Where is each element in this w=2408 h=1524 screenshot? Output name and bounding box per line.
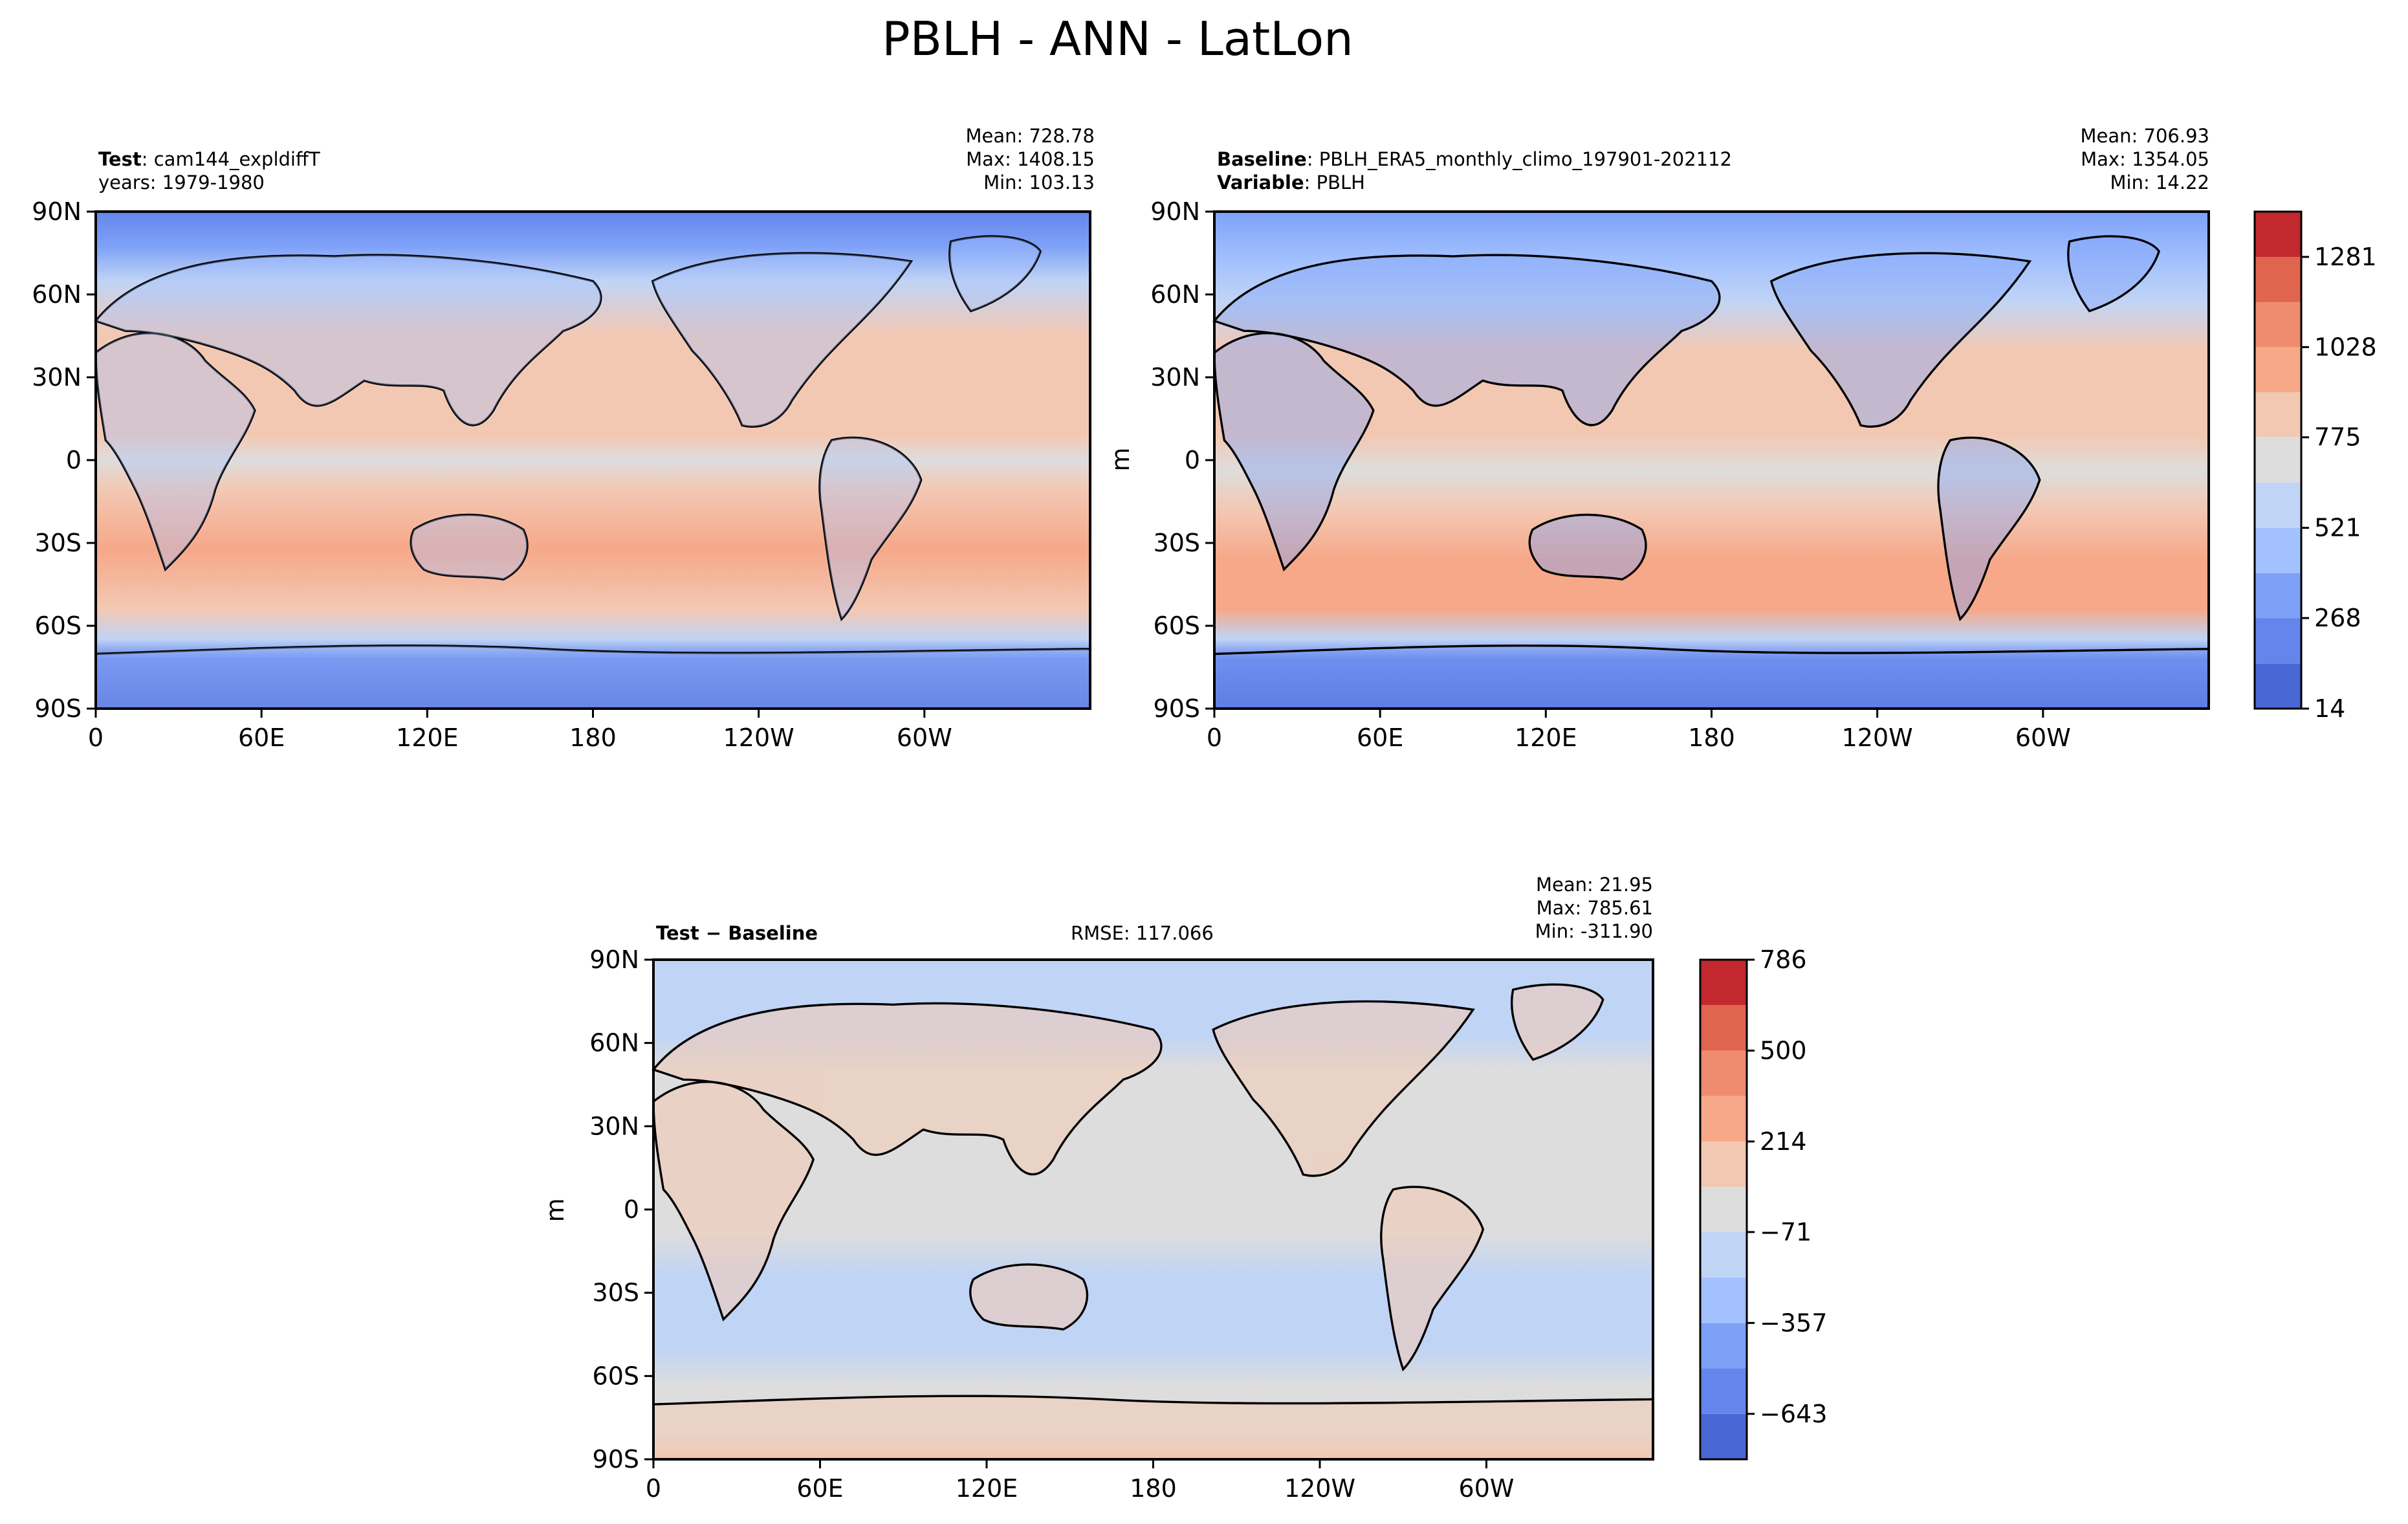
test-y-tick-label: 60S — [35, 612, 82, 640]
diff-x-tick-label: 60W — [1459, 1474, 1515, 1503]
diff-y-tick-label: 0 — [624, 1195, 639, 1224]
diff-map — [653, 960, 1653, 1459]
diff-y-tick-label: 30S — [593, 1279, 639, 1307]
test-x-tick-label: 180 — [569, 723, 617, 752]
baseline-colorbar-tick-label: 14 — [2314, 694, 2345, 723]
diff-colorbar-tick-label: 214 — [1760, 1127, 1807, 1156]
diff-y-tick-label: 60N — [589, 1029, 639, 1057]
baseline-colorbar-tick-label: 1028 — [2314, 333, 2377, 361]
diff-mean: Mean: 21.95 — [1535, 873, 1653, 896]
diff-x-tick-label: 0 — [646, 1474, 661, 1503]
baseline-y-tick-label: 60S — [1154, 612, 1200, 640]
baseline-colorbar-segment — [2255, 257, 2301, 302]
diff-x-tick-label: 120W — [1284, 1474, 1355, 1503]
baseline-y-tick-label: 30S — [1154, 529, 1200, 557]
baseline-max: Max: 1354.05 — [2081, 148, 2209, 171]
baseline-colorbar-segment — [2255, 528, 2301, 573]
baseline-dataset-name: : PBLH_ERA5_monthly_climo_197901-202112 — [1307, 148, 1732, 170]
diff-colorbar-segment — [1700, 1187, 1747, 1232]
baseline-y-tick-label: 60N — [1150, 280, 1200, 309]
diff-colorbar-segment — [1700, 960, 1747, 1005]
test-x-tick-label: 60E — [238, 723, 285, 752]
diff-stats: Mean: 21.95 Max: 785.61 Min: -311.90 — [1535, 873, 1653, 943]
baseline-colorbar-segment — [2255, 212, 2301, 257]
diff-colorbar-segment — [1700, 1096, 1747, 1142]
diff-colorbar-segment — [1700, 1005, 1747, 1050]
test-x-tick-label: 60W — [897, 723, 952, 752]
baseline-y-tick-label: 90N — [1150, 197, 1200, 226]
baseline-colorbar-tick-label: 268 — [2314, 604, 2361, 632]
diff-label: Test − Baseline — [656, 922, 818, 944]
baseline-y-tick-label: 0 — [1185, 446, 1200, 474]
test-x-tick-label: 120W — [723, 723, 794, 752]
variable-label: Variable — [1217, 171, 1304, 193]
baseline-x-tick-label: 60E — [1357, 723, 1403, 752]
baseline-colorbar-tick-label: 1281 — [2314, 243, 2377, 271]
baseline-y-axis-label: m — [1106, 447, 1135, 472]
baseline-x-tick-label: 0 — [1207, 723, 1222, 752]
baseline-colorbar-segment — [2255, 483, 2301, 528]
diff-colorbar-segment — [1700, 1323, 1747, 1368]
diff-x-tick-label: 180 — [1130, 1474, 1177, 1503]
baseline-map — [1214, 212, 2209, 709]
diff-colorbar-tick-label: −357 — [1760, 1309, 1827, 1337]
diff-colorbar-tick-label: 786 — [1760, 945, 1807, 974]
diff-colorbar-segment — [1700, 1050, 1747, 1096]
baseline-x-tick-label: 180 — [1688, 723, 1735, 752]
diff-y-tick-label: 60S — [593, 1362, 639, 1390]
diff-y-tick-label: 90N — [589, 945, 639, 974]
test-x-tick-label: 0 — [88, 723, 104, 752]
diff-colorbar-tick-label: −71 — [1760, 1218, 1811, 1246]
baseline-min: Min: 14.22 — [2081, 171, 2209, 194]
diff-x-tick-label: 120E — [956, 1474, 1018, 1503]
variable-name: : PBLH — [1304, 171, 1365, 193]
diff-y-axis-label: m — [541, 1197, 569, 1223]
test-y-tick-label: 60N — [32, 280, 82, 309]
test-map — [96, 212, 1090, 709]
diff-y-tick-label: 30N — [589, 1112, 639, 1140]
baseline-panel-info: Baseline: PBLH_ERA5_monthly_climo_197901… — [1217, 148, 1732, 194]
test-x-tick-label: 120E — [396, 723, 459, 752]
test-y-tick-label: 90N — [32, 197, 82, 226]
baseline-y-tick-label: 30N — [1150, 363, 1200, 392]
baseline-colorbar-segment — [2255, 618, 2301, 664]
baseline-colorbar-segment — [2255, 347, 2301, 392]
baseline-colorbar-segment — [2255, 302, 2301, 347]
test-y-tick-label: 30N — [32, 363, 82, 392]
diff-colorbar-segment — [1700, 1369, 1747, 1414]
diff-colorbar-segment — [1700, 1277, 1747, 1323]
diff-y-tick-label: 90S — [593, 1445, 639, 1474]
baseline-mean: Mean: 706.93 — [2081, 124, 2209, 148]
diff-colorbar-tick-label: 500 — [1760, 1036, 1807, 1065]
baseline-colorbar-tick-label: 775 — [2314, 423, 2361, 452]
baseline-stats: Mean: 706.93 Max: 1354.05 Min: 14.22 — [2081, 124, 2209, 194]
diff-max: Max: 785.61 — [1535, 896, 1653, 920]
baseline-label: Baseline — [1217, 148, 1307, 170]
diff-colorbar-segment — [1700, 1414, 1747, 1459]
diff-colorbar-tick-label: −643 — [1760, 1400, 1827, 1428]
diff-min: Min: -311.90 — [1535, 920, 1653, 943]
test-y-tick-label: 30S — [35, 529, 82, 557]
baseline-x-tick-label: 120W — [1842, 723, 1913, 752]
test-y-tick-label: 90S — [35, 694, 82, 723]
baseline-colorbar-segment — [2255, 392, 2301, 437]
diff-colorbar-segment — [1700, 1142, 1747, 1187]
diff-panel-info: Test − Baseline — [656, 922, 818, 945]
test-y-tick-label: 0 — [66, 446, 82, 474]
baseline-colorbar-segment — [2255, 573, 2301, 618]
baseline-colorbar-segment — [2255, 664, 2301, 709]
diff-colorbar-segment — [1700, 1232, 1747, 1277]
diff-rmse: RMSE: 117.066 — [1071, 922, 1214, 945]
baseline-x-tick-label: 60W — [2015, 723, 2071, 752]
diff-x-tick-label: 60E — [796, 1474, 843, 1503]
baseline-colorbar-segment — [2255, 437, 2301, 483]
baseline-x-tick-label: 120E — [1515, 723, 1577, 752]
baseline-y-tick-label: 90S — [1154, 694, 1200, 723]
baseline-colorbar-tick-label: 521 — [2314, 514, 2361, 542]
